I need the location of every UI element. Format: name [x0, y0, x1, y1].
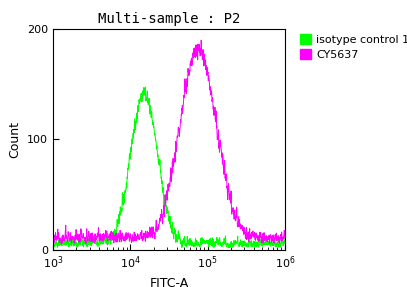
Title: Multi-sample : P2: Multi-sample : P2 — [98, 12, 240, 26]
X-axis label: FITC-A: FITC-A — [149, 277, 188, 287]
Legend: isotype control 1, CY5637: isotype control 1, CY5637 — [300, 34, 407, 60]
Y-axis label: Count: Count — [9, 121, 22, 158]
